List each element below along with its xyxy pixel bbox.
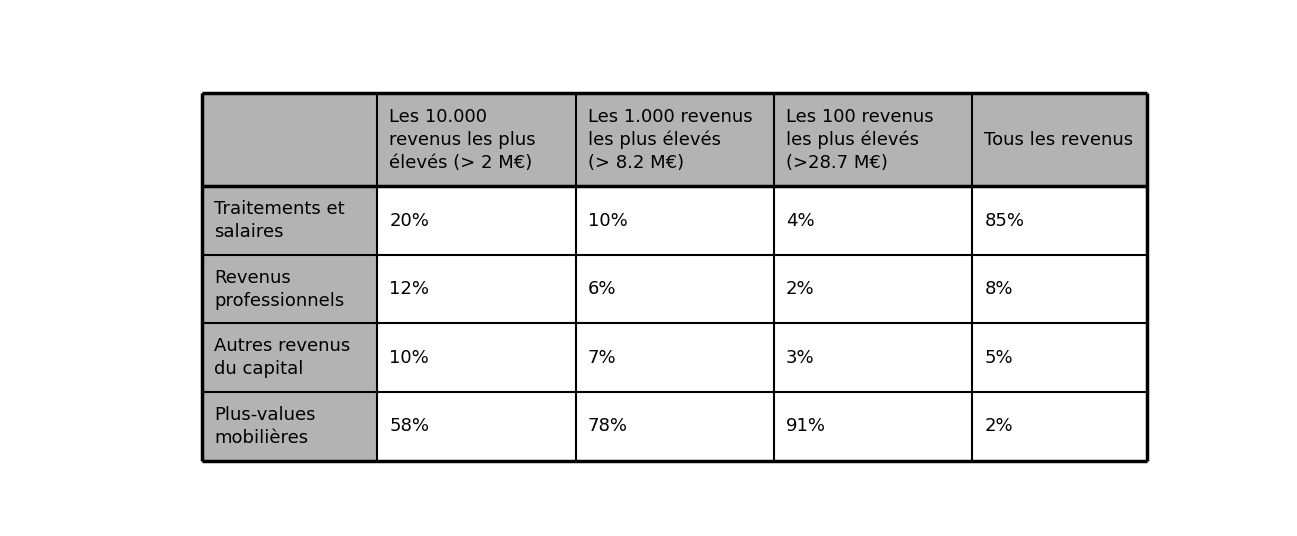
Text: Traitements et
salaires: Traitements et salaires [214, 200, 345, 241]
Bar [774, 392, 973, 460]
Text: Plus-values
mobilières: Plus-values mobilières [214, 406, 316, 446]
Bar [202, 187, 377, 255]
Text: 3%: 3% [786, 349, 815, 367]
Bar [774, 93, 973, 187]
Text: 91%: 91% [786, 417, 826, 435]
Text: 2%: 2% [786, 280, 815, 298]
Bar [576, 93, 774, 187]
Bar [377, 93, 576, 187]
Bar [576, 323, 774, 392]
Text: 8%: 8% [984, 280, 1013, 298]
Text: 6%: 6% [588, 280, 616, 298]
Text: 78%: 78% [588, 417, 628, 435]
Text: 12%: 12% [389, 280, 429, 298]
Bar [377, 392, 576, 460]
Text: 10%: 10% [389, 349, 429, 367]
Bar [774, 187, 973, 255]
Text: 2%: 2% [984, 417, 1013, 435]
Bar [377, 255, 576, 323]
Text: Les 10.000
revenus les plus
élevés (> 2 M€): Les 10.000 revenus les plus élevés (> 2 … [389, 108, 536, 172]
Bar [774, 255, 973, 323]
Bar [202, 323, 377, 392]
Text: 20%: 20% [389, 212, 429, 230]
Bar [377, 323, 576, 392]
Bar [377, 187, 576, 255]
Text: 7%: 7% [588, 349, 616, 367]
Text: Tous les revenus: Tous les revenus [984, 131, 1134, 149]
Text: 58%: 58% [389, 417, 429, 435]
Bar [576, 255, 774, 323]
Text: Autres revenus
du capital: Autres revenus du capital [214, 337, 350, 378]
Text: Revenus
professionnels: Revenus professionnels [214, 269, 345, 310]
Bar [576, 392, 774, 460]
Text: 4%: 4% [786, 212, 815, 230]
Bar [973, 187, 1147, 255]
Bar [202, 255, 377, 323]
Bar [774, 323, 973, 392]
Text: Les 100 revenus
les plus élevés
(>28.7 M€): Les 100 revenus les plus élevés (>28.7 M… [786, 108, 934, 172]
Text: 5%: 5% [984, 349, 1013, 367]
Bar [973, 323, 1147, 392]
Bar [973, 255, 1147, 323]
Text: 10%: 10% [588, 212, 628, 230]
Bar [576, 187, 774, 255]
Bar [973, 392, 1147, 460]
Bar [202, 392, 377, 460]
Text: Les 1.000 revenus
les plus élevés
(> 8.2 M€): Les 1.000 revenus les plus élevés (> 8.2… [588, 108, 752, 172]
Bar [973, 93, 1147, 187]
Bar [202, 93, 377, 187]
Text: 85%: 85% [984, 212, 1025, 230]
